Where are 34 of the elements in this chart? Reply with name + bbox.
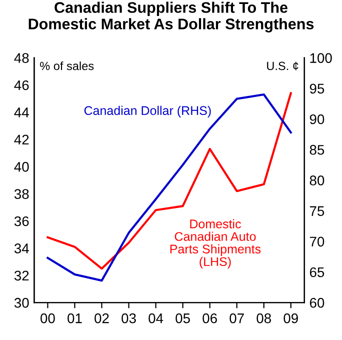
y-tick-label: 44 bbox=[14, 108, 29, 118]
y-tick-label: 42 bbox=[14, 134, 29, 144]
y-axis-title: % of sales bbox=[40, 61, 94, 70]
y-tick-label: 30 bbox=[14, 298, 29, 308]
y2-tick-label: 60 bbox=[310, 298, 324, 308]
y-tick-label: 36 bbox=[14, 216, 29, 226]
x-tick-label: 07 bbox=[230, 313, 244, 324]
y-tick-label: 32 bbox=[14, 270, 29, 281]
series-label: Domestic Canadian Auto Parts Shipments (LHS) bbox=[170, 219, 261, 269]
x-tick-label: 02 bbox=[94, 313, 109, 324]
y2-tick-label: 95 bbox=[310, 84, 324, 94]
y2-tick-label: 70 bbox=[310, 236, 324, 247]
y2-tick-label: 80 bbox=[310, 176, 324, 186]
y2-tick-label: 100 bbox=[310, 53, 332, 63]
y-tick-label: 46 bbox=[14, 80, 29, 90]
x-tick-label: 03 bbox=[122, 313, 136, 324]
x-tick-label: 05 bbox=[176, 313, 190, 324]
x-tick-label: 04 bbox=[148, 313, 164, 324]
y2-tick-label: 90 bbox=[310, 114, 324, 124]
x-tick-label: 09 bbox=[284, 313, 298, 324]
y2-axis-title: U.S. ¢ bbox=[267, 62, 298, 70]
y-tick-label: 48 bbox=[14, 53, 29, 63]
x-tick-label: 00 bbox=[40, 313, 55, 324]
y2-tick-label: 65 bbox=[310, 267, 324, 278]
y-tick-label: 34 bbox=[14, 244, 29, 254]
x-tick-label: 01 bbox=[68, 313, 82, 324]
x-tick-label: 08 bbox=[256, 313, 271, 324]
chart-title: Canadian Suppliers Shift To The Domestic Market As Dollar Strengthens bbox=[28, 2, 314, 32]
x-tick-label: 06 bbox=[202, 313, 217, 324]
y2-tick-label: 85 bbox=[310, 144, 324, 155]
y-tick-label: 40 bbox=[14, 162, 29, 172]
y-tick-label: 38 bbox=[14, 189, 29, 199]
y2-tick-label: 75 bbox=[310, 206, 324, 216]
series-label: Canadian Dollar (RHS) bbox=[84, 106, 211, 118]
